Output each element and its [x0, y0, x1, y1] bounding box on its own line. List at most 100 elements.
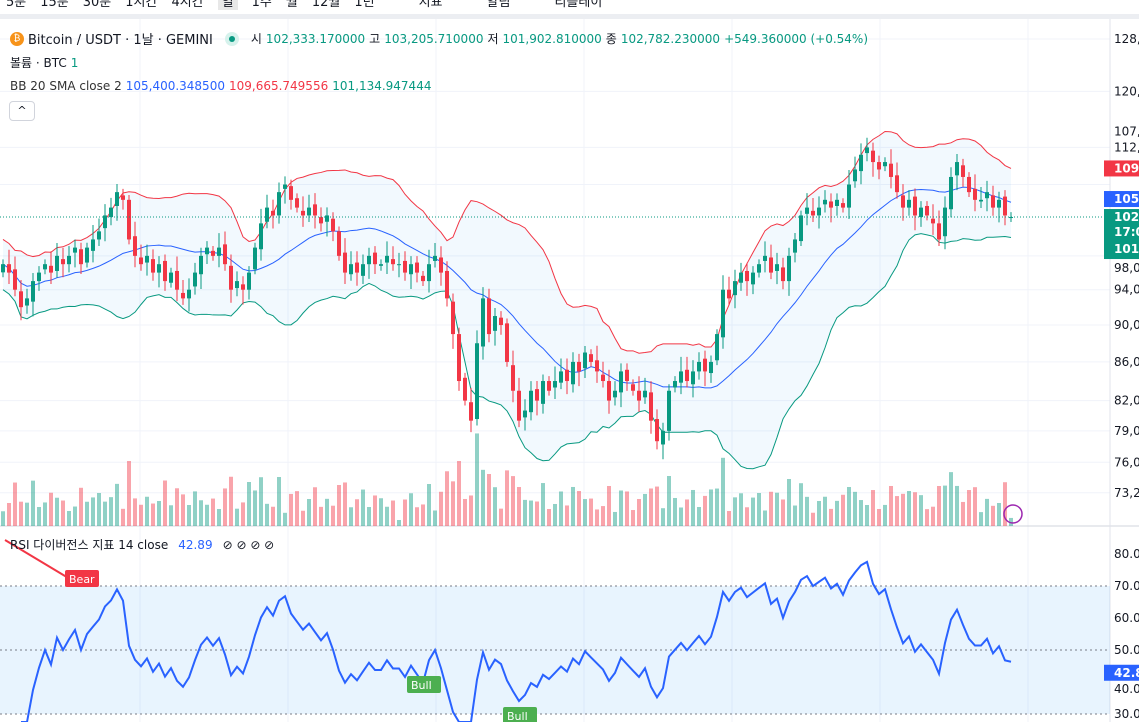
interval-9[interactable]: 1년 [354, 0, 375, 10]
volume-bar [913, 492, 917, 526]
volume-legend[interactable]: 볼륨 · BTC 1 [10, 54, 78, 71]
interval-3[interactable]: 1시간 [125, 0, 158, 10]
interval-0[interactable]: 5분 [6, 0, 27, 10]
volume-bar [715, 488, 719, 526]
chart-svg[interactable]: 109,665 105,400 102,78217:00 101,134 42.89 12… [0, 19, 1139, 724]
candle-body [811, 210, 815, 216]
volume-bar [529, 500, 533, 526]
candle-body [697, 361, 701, 372]
volume-bar [625, 491, 629, 526]
collapse-legend-button[interactable]: ^ [9, 101, 35, 121]
candle-body [235, 281, 239, 289]
symbol-title[interactable]: Bitcoin / USDT · 1날 · GEMINI [28, 33, 213, 48]
divergence-label-bull [503, 707, 537, 724]
candle-body [295, 198, 299, 208]
candle-body [1003, 196, 1007, 216]
bb-basis-line [2, 186, 1012, 389]
candle-body [109, 207, 113, 218]
volume-bar [637, 499, 641, 526]
volume-bar [523, 499, 527, 526]
candle-body [493, 316, 497, 331]
candle-body [49, 265, 53, 273]
chart-area[interactable]: 109,665 105,400 102,78217:00 101,134 42.89 12… [0, 19, 1139, 724]
candle-body [409, 264, 413, 275]
candle-body [505, 323, 509, 362]
candle-body [7, 264, 11, 273]
volume-bar [307, 499, 311, 526]
volume-bar [421, 504, 425, 526]
volume-bar [961, 501, 965, 526]
candle-body [727, 289, 731, 299]
symbol-legend: ₿ Bitcoin / USDT · 1날 · GEMINI 시 102,333.… [10, 29, 868, 48]
candle-body [223, 244, 227, 265]
interval-6[interactable]: 1주 [251, 0, 272, 10]
interval-5[interactable]: 일 [217, 0, 238, 10]
market-status-icon [224, 31, 239, 46]
candle-body [757, 264, 761, 273]
volume-bar [151, 503, 155, 526]
volume-bar [1, 511, 5, 526]
volume-bar [391, 500, 395, 526]
close-label: 종 [605, 32, 617, 46]
interval-4[interactable]: 4시간 [171, 0, 204, 10]
candle-body [463, 377, 467, 401]
volume-bar [271, 506, 275, 526]
volume-bar [37, 507, 41, 526]
candle-body [247, 272, 251, 290]
candle-body [751, 272, 755, 285]
candle-body [535, 389, 539, 401]
candle-body [973, 188, 977, 200]
toolbar-alerts[interactable]: 알림 [486, 0, 511, 10]
candle-body [331, 218, 335, 232]
candle-body [625, 369, 629, 382]
volume-bar [517, 487, 521, 526]
volume-bar [355, 499, 359, 526]
toolbar-replay[interactable]: 리플레이 [554, 0, 603, 10]
volume-bar [955, 485, 959, 526]
volume-bar [211, 498, 215, 526]
candle-body [181, 292, 185, 299]
candle-body [667, 390, 671, 431]
price-tick: 90,000 [1114, 318, 1139, 332]
candle-body [169, 272, 173, 283]
divider [0, 14, 1139, 19]
interval-7[interactable]: 월 [285, 0, 298, 10]
volume-bar [25, 502, 29, 526]
volume-bar [931, 506, 935, 526]
candle-body [259, 223, 263, 250]
interval-2[interactable]: 30분 [82, 0, 112, 10]
candle-body [865, 147, 869, 154]
volume-bar [379, 498, 383, 526]
candle-body [619, 371, 623, 393]
candle-body [355, 262, 359, 273]
volume-bar [217, 509, 221, 526]
candle-body [337, 231, 341, 256]
volume-bar [607, 486, 611, 526]
candle-body [151, 259, 155, 273]
rsi-legend[interactable]: RSI 다이버전스 지표 14 close 42.89 ⊘ ⊘ ⊘ ⊘ [10, 536, 274, 553]
change-value: +549.360000 (+0.54%) [724, 31, 868, 46]
candle-body [835, 199, 839, 206]
candle-body [853, 169, 857, 182]
volume-bar [769, 491, 773, 526]
candle-body [415, 262, 419, 273]
volume-bar [925, 509, 929, 526]
toolbar-indicators[interactable]: 지표 [418, 0, 443, 10]
interval-8[interactable]: 12월 [311, 0, 341, 10]
candle-body [877, 162, 881, 170]
price-tick: 98,000 [1114, 261, 1139, 275]
high-value: 103,205.710000 [384, 31, 484, 46]
interval-1[interactable]: 15분 [40, 0, 69, 10]
volume-bar [193, 491, 197, 526]
volume-bar [907, 491, 911, 526]
candle-body [613, 390, 617, 398]
volume-bar [571, 486, 575, 526]
bb-legend[interactable]: BB 20 SMA close 2 105,400.348500 109,665.7… [10, 79, 431, 93]
volume-bar [169, 505, 173, 526]
bb-label: BB 20 SMA close 2 [10, 79, 122, 93]
volume-bar [505, 470, 509, 526]
candle-body [583, 352, 587, 369]
candle-body [805, 207, 809, 214]
candle-body [271, 210, 275, 216]
volume-bar [967, 490, 971, 526]
